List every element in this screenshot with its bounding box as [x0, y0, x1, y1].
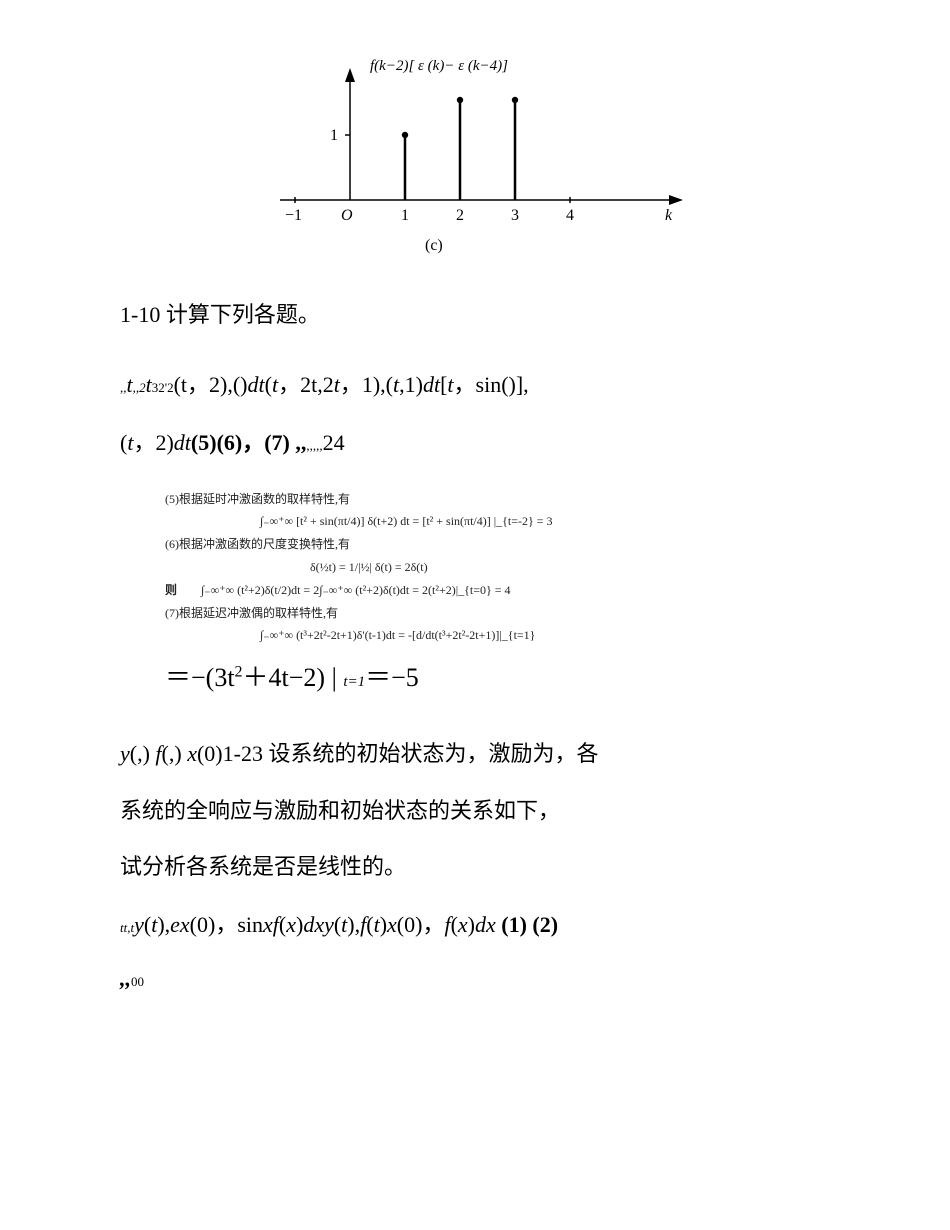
xtick-4: 4	[566, 207, 574, 224]
tiny-line-6-result: 则 ∫₋∞⁺∞ (t²+2)δ(t/2)dt = 2∫₋∞⁺∞ (t²+2)δ(…	[165, 579, 685, 602]
plot-title: f(k−2)[ ε (k)− ε (k−4)]	[370, 58, 508, 74]
prose-line-2: 系统的全响应与激励和初始状态的关系如下，	[120, 786, 830, 837]
prose-line-3: 试分析各系统是否是线性的。	[120, 842, 830, 893]
tiny-derivation-block: (5)根据延时冲激函数的取样特性,有 ∫₋∞⁺∞ [t² + sin(πt/4)…	[165, 488, 685, 648]
xlabel: k	[665, 207, 673, 224]
big-eval-result: ＝−(3t2＋4t−2) | t=1＝−5	[165, 657, 830, 694]
garble-line-2: (t，2)dt(5)(6)，(7) ,,,,,,,24	[120, 419, 830, 467]
final-garble-line-2: ,,00	[120, 957, 830, 1001]
plot-sublabel: (c)	[425, 237, 443, 254]
garble-line-1: ,,t,,2t32'2(t，2),()dt(t，2t,2t，1),(t,1)dt…	[120, 361, 830, 409]
xtick-neg1: −1	[285, 207, 302, 224]
heading-1-10: 1-10 计算下列各题。	[120, 300, 830, 331]
tiny-line-7-intro: (7)根据延迟冲激偶的取样特性,有	[165, 602, 685, 625]
xtick-0: O	[341, 207, 353, 224]
xtick-3: 3	[511, 207, 519, 224]
prose-line-1: y(,) f(,) x(0)1-23 设系统的初始状态为，激励为，各	[120, 729, 830, 780]
tiny-line-6-eq: δ(½t) = 1/|½| δ(t) = 2δ(t)	[165, 556, 685, 579]
tiny-line-6-intro: (6)根据冲激函数的尺度变换特性,有	[165, 533, 685, 556]
xtick-1: 1	[401, 207, 409, 224]
tiny-line-7-eq: ∫₋∞⁺∞ (t³+2t²-2t+1)δ'(t-1)dt = -[d/dt(t³…	[165, 624, 685, 647]
tiny-line-5-eq: ∫₋∞⁺∞ [t² + sin(πt/4)] δ(t+2) dt = [t² +…	[165, 510, 685, 533]
ytick-1: 1	[330, 127, 338, 144]
xtick-2: 2	[456, 207, 464, 224]
final-garble-line-1: tt,ty(t),ex(0)，sinxf(x)dxy(t),f(t)x(0)，f…	[120, 903, 830, 947]
stem-plot-figure: f(k−2)[ ε (k)− ε (k−4)] 1 −1 O 1 2 3 4 k…	[255, 40, 695, 270]
tiny-line-5-intro: (5)根据延时冲激函数的取样特性,有	[165, 488, 685, 511]
